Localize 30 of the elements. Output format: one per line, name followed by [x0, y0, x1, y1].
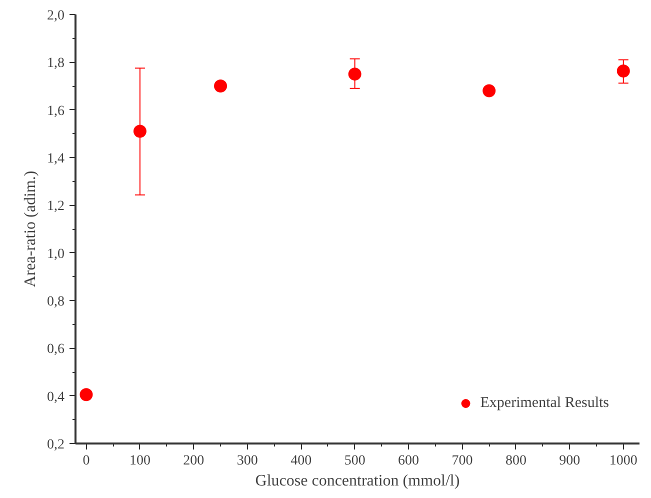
- y-axis-title: Area-ratio (adim.): [22, 170, 39, 288]
- point: [80, 388, 93, 402]
- point: [133, 124, 146, 138]
- x-tick-label: 900: [559, 454, 580, 468]
- x-tick-label: 1000: [609, 454, 638, 468]
- x-tick-label: 700: [452, 454, 473, 468]
- y-tick-label: 1,0: [47, 246, 64, 262]
- x-axis-title: Glucose concentration (mmol/l): [255, 472, 460, 490]
- y-tick-label: 1,2: [47, 199, 64, 214]
- point: [348, 68, 362, 81]
- y-tick-label: 0,2: [47, 438, 64, 452]
- x-tick-label: 600: [398, 454, 420, 468]
- y-tick-label: 0,4: [47, 390, 64, 405]
- x-tick-label: 100: [129, 454, 150, 468]
- y-tick-label: 0,8: [47, 294, 64, 310]
- x-tick-label: 300: [236, 454, 258, 468]
- y-tick-label: 1,6: [47, 104, 64, 119]
- x-tick-label: 400: [290, 454, 312, 468]
- x-tick-label: 200: [183, 454, 204, 468]
- x-tick-label: 800: [505, 454, 526, 468]
- x-tick-label: 500: [344, 454, 366, 468]
- y-tick-label: 1,8: [47, 56, 64, 72]
- y-tick-label: 1,4: [47, 152, 64, 166]
- legend-label: Experimental Results: [480, 394, 609, 412]
- y-tick-label: 0,6: [47, 342, 64, 358]
- point: [616, 64, 630, 78]
- point: [482, 84, 496, 98]
- x-tick-label: 0: [82, 454, 90, 468]
- point: [214, 80, 228, 92]
- y-tick-label: 2,0: [47, 8, 64, 24]
